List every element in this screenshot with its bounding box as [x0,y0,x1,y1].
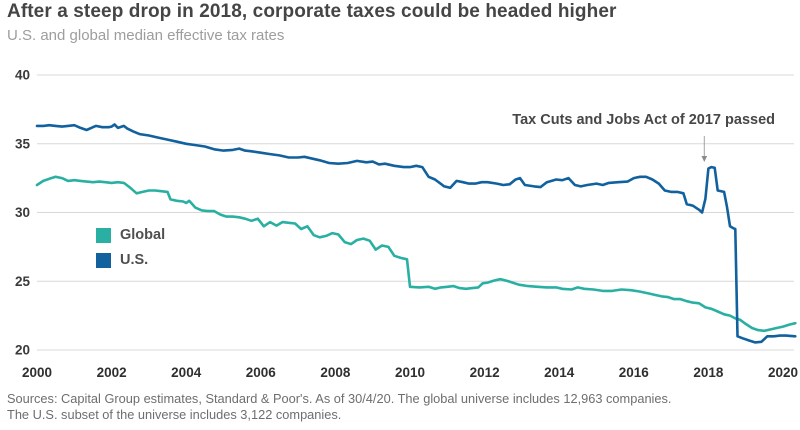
source-line-2: The U.S. subset of the universe includes… [7,407,342,422]
x-tick-label: 2000 [22,365,52,380]
x-tick-label: 2012 [470,365,500,380]
x-tick-label: 2004 [171,365,202,380]
x-tick-label: 2008 [320,365,351,380]
y-tick-label: 35 [15,136,31,151]
legend-label-us: U.S. [120,252,149,268]
us-line [35,123,797,344]
y-tick-label: 30 [15,205,30,220]
global-line [35,175,797,333]
annotation-text: Tax Cuts and Jobs Act of 2017 passed [512,112,775,128]
legend-item-us: U.S. [96,252,165,268]
global-swatch [96,227,111,243]
source-note: Sources: Capital Group estimates, Standa… [7,391,671,423]
y-tick-label: 40 [15,68,30,83]
annotation-arrow-icon [701,156,708,162]
y-tick-label: 20 [15,343,30,358]
legend-label-global: Global [120,227,166,243]
legend-item-global: Global [96,227,165,243]
legend: Global U.S. [96,227,165,277]
x-tick-label: 2018 [693,365,724,380]
page-title: After a steep drop in 2018, corporate ta… [7,1,617,22]
x-tick-label: 2020 [768,365,798,380]
x-tick-label: 2016 [619,365,650,380]
page-subtitle: U.S. and global median effective tax rat… [7,27,285,44]
x-tick-label: 2002 [97,365,127,380]
x-tick-label: 2010 [395,365,425,380]
x-tick-label: 2014 [544,365,575,380]
y-tick-label: 25 [15,274,31,289]
source-line-1: Sources: Capital Group estimates, Standa… [7,391,672,406]
x-tick-label: 2006 [246,365,277,380]
us-swatch [96,252,111,268]
